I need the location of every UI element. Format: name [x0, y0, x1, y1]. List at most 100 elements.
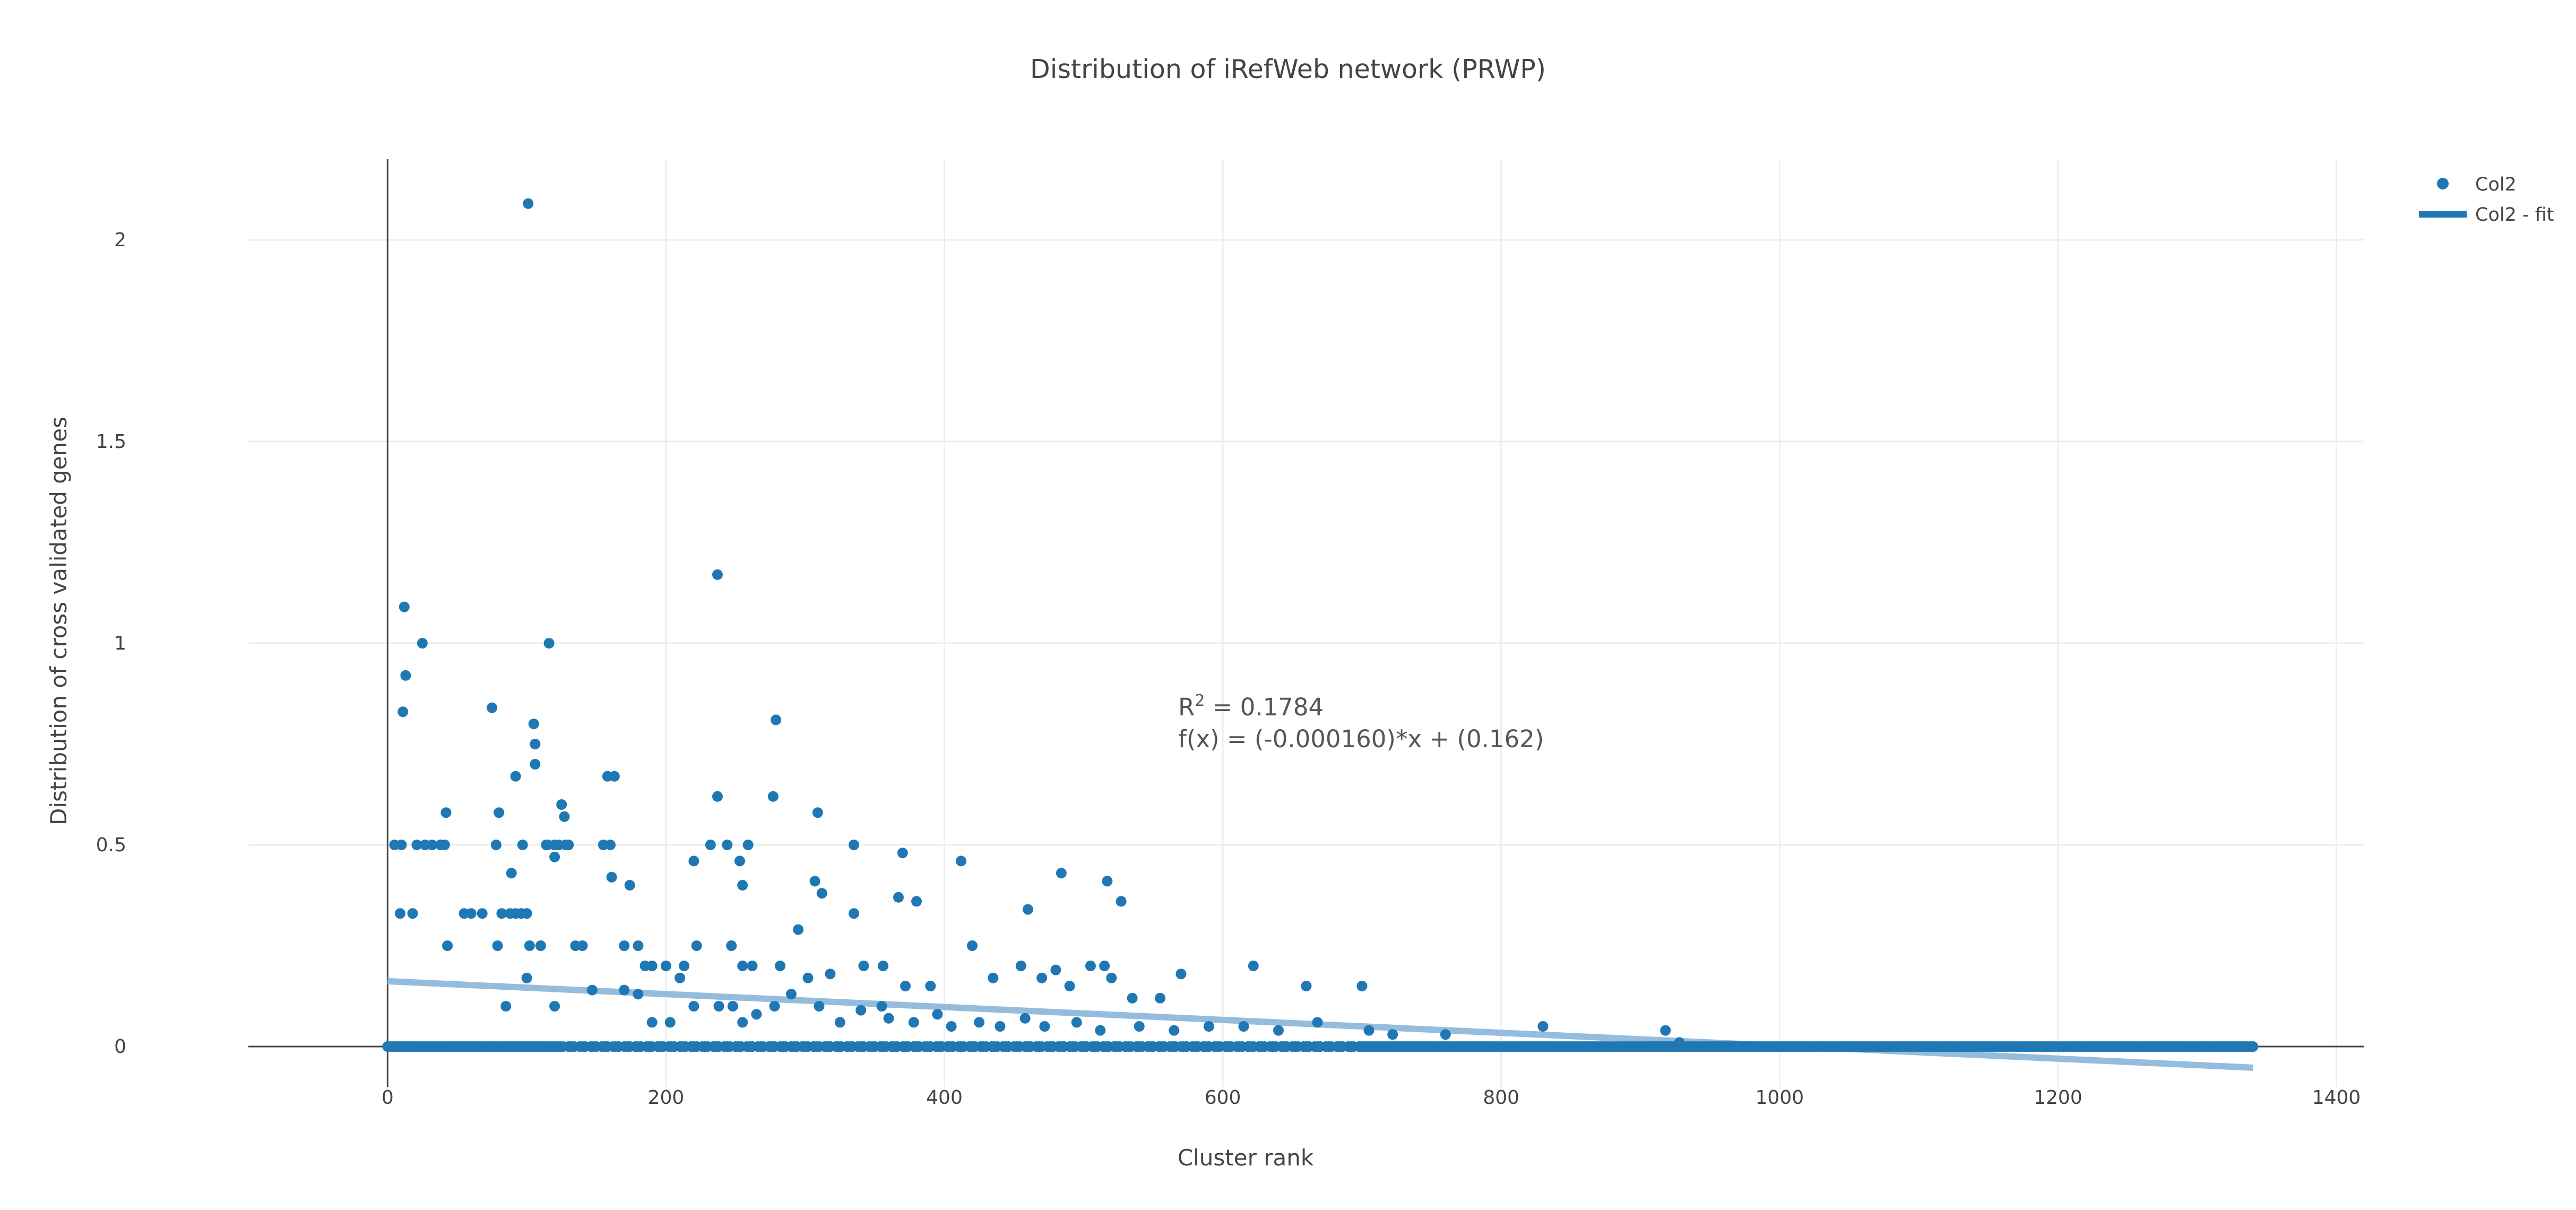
data-point	[712, 791, 723, 802]
data-point	[549, 1001, 560, 1012]
data-point	[604, 840, 616, 850]
x-tick-label: 200	[648, 1087, 685, 1109]
y-tick-label: 1	[114, 633, 126, 654]
data-point	[1064, 981, 1075, 991]
data-point	[1036, 972, 1048, 983]
data-point	[1056, 868, 1067, 879]
data-point	[517, 840, 528, 850]
data-point	[1363, 1025, 1375, 1036]
data-point	[442, 940, 453, 951]
data-point	[727, 1001, 738, 1012]
y-tick-label: 2	[114, 229, 126, 251]
data-point	[1660, 1025, 1671, 1036]
data-point	[751, 1009, 762, 1020]
data-point	[633, 940, 644, 951]
data-point	[771, 714, 782, 725]
data-point	[606, 871, 617, 883]
data-point	[530, 739, 541, 749]
data-point	[427, 840, 438, 850]
legend-label-col2: Col2	[2475, 174, 2517, 195]
points-layer	[382, 198, 2259, 1052]
data-point	[465, 908, 477, 919]
data-point	[1356, 981, 1368, 991]
data-point	[496, 908, 507, 919]
data-point	[722, 840, 733, 850]
data-point	[713, 1001, 724, 1012]
data-point	[500, 1001, 512, 1012]
data-point	[974, 1017, 985, 1028]
x-tick-label: 1400	[2312, 1087, 2361, 1109]
data-point	[925, 981, 936, 991]
data-point	[747, 961, 758, 971]
data-point	[1238, 1021, 1249, 1032]
data-point	[624, 880, 635, 891]
data-point	[559, 811, 570, 822]
data-point	[946, 1021, 957, 1032]
data-point	[679, 961, 690, 971]
data-point	[494, 807, 505, 818]
data-point	[563, 840, 574, 850]
data-point	[633, 989, 644, 1000]
legend: Col2 Col2 - fit	[2419, 174, 2554, 226]
data-point	[530, 759, 541, 770]
data-point	[834, 1017, 845, 1028]
y-tick-label: 0	[114, 1036, 126, 1058]
data-point	[742, 840, 754, 850]
data-point	[988, 972, 999, 983]
data-point	[524, 940, 535, 951]
data-point	[399, 601, 410, 612]
data-point	[609, 771, 620, 782]
grid-layer	[248, 159, 2364, 1087]
data-point	[883, 1013, 894, 1024]
annotation-r-squared: R2 = 0.1784	[1178, 692, 1324, 721]
data-point	[1071, 1017, 1082, 1028]
data-point	[878, 961, 889, 971]
data-point	[1312, 1017, 1323, 1028]
data-point	[769, 1001, 780, 1012]
data-point	[1175, 969, 1187, 980]
data-point	[660, 961, 671, 971]
data-point	[1085, 961, 1096, 971]
data-point	[767, 791, 779, 802]
x-axis-title: Cluster rank	[1178, 1145, 1314, 1171]
data-point	[688, 1001, 699, 1012]
data-point	[1099, 961, 1110, 971]
data-point	[1248, 961, 1259, 971]
x-tick-label: 600	[1205, 1087, 1241, 1109]
data-point-baseline	[2247, 1041, 2259, 1052]
data-point	[1203, 1021, 1214, 1032]
annotation-fit-formula: f(x) = (-0.000160)*x + (0.162)	[1178, 725, 1544, 753]
data-point	[1537, 1021, 1549, 1032]
data-point	[734, 855, 745, 867]
data-point	[619, 984, 630, 996]
data-point	[1039, 1021, 1050, 1032]
data-point	[439, 840, 450, 850]
data-point	[911, 896, 922, 907]
x-tick-label: 0	[382, 1087, 394, 1109]
data-point	[691, 940, 702, 951]
data-point	[814, 1001, 825, 1012]
x-tick-label: 1000	[1756, 1087, 1804, 1109]
data-point	[726, 940, 737, 951]
y-tick-label: 0.5	[96, 834, 126, 856]
data-point	[1095, 1025, 1106, 1036]
data-point	[535, 940, 546, 951]
data-point	[897, 848, 908, 859]
data-point	[809, 876, 820, 887]
data-point	[1155, 992, 1166, 1004]
x-tick-label: 400	[926, 1087, 963, 1109]
data-point	[1674, 1037, 1685, 1048]
data-point	[1022, 904, 1033, 915]
data-point	[487, 702, 498, 713]
chart-title: Distribution of iRefWeb network (PRWP)	[1030, 54, 1546, 84]
ticks-layer: 0 200 400 600 800 1000 1200 1400 0 0.5 1 1.5 2	[96, 229, 2361, 1109]
data-point	[812, 807, 823, 818]
x-tick-label: 1200	[2034, 1087, 2082, 1109]
data-point	[737, 961, 748, 971]
data-point	[400, 670, 411, 681]
data-point	[675, 972, 686, 983]
data-point	[1273, 1025, 1284, 1036]
data-point	[528, 719, 539, 729]
